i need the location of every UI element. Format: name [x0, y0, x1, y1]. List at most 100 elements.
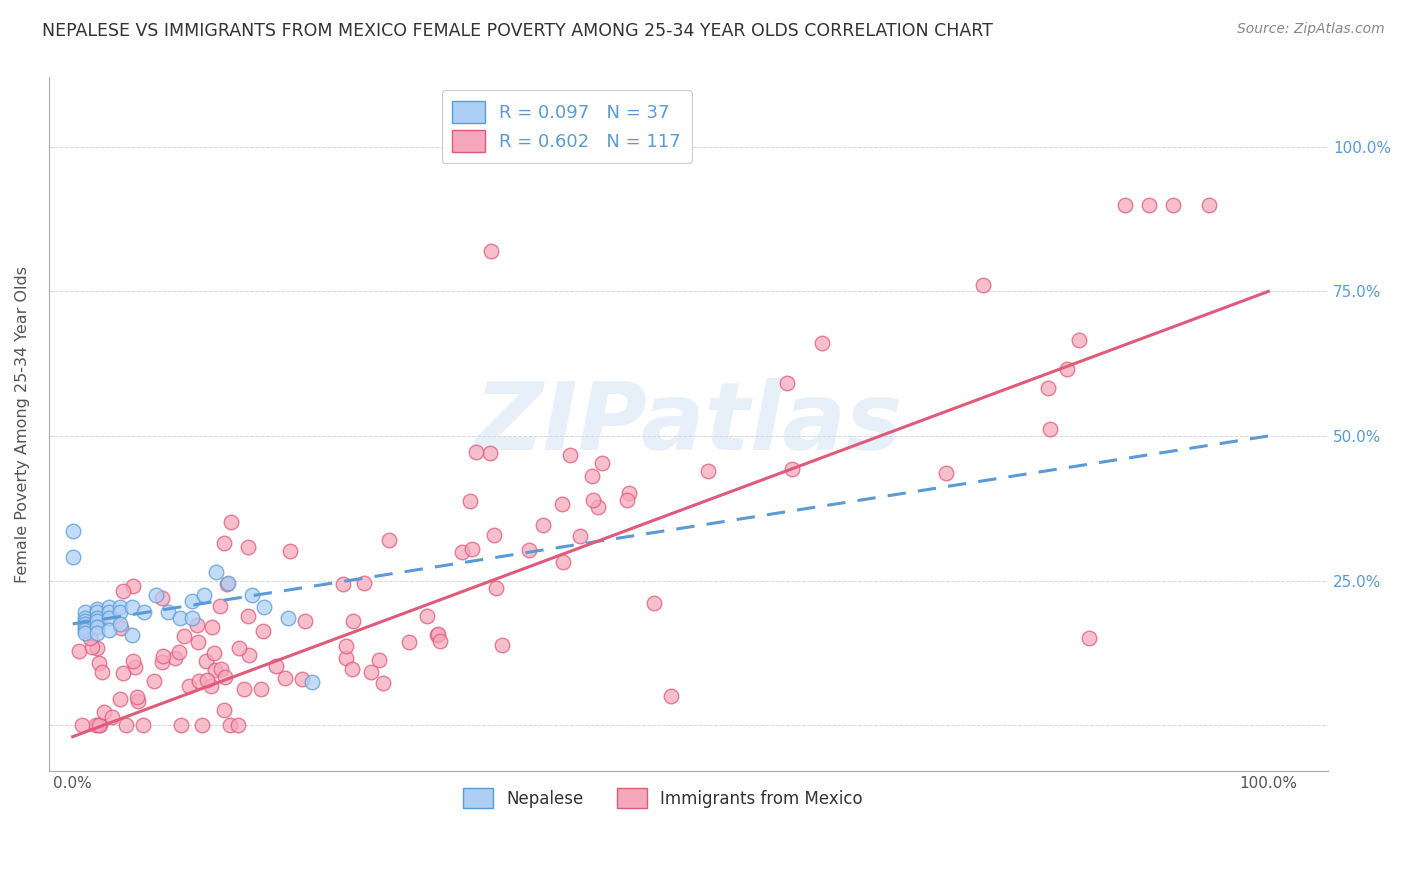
Point: [86, 625, 108, 640]
Point: [89, 615, 111, 629]
Point: [416, 608, 439, 623]
Point: [616, 492, 638, 507]
Point: [1056, 361, 1078, 376]
Point: [426, 627, 449, 641]
Point: [342, 614, 364, 628]
Point: [274, 671, 297, 685]
Point: [114, 718, 136, 732]
Point: [73, 625, 96, 640]
Point: [458, 494, 481, 508]
Point: [91, 665, 114, 679]
Point: [167, 645, 190, 659]
Point: [193, 588, 215, 602]
Point: [73, 623, 96, 637]
Point: [479, 445, 502, 459]
Text: NEPALESE VS IMMIGRANTS FROM MEXICO FEMALE POVERTY AMONG 25-34 YEAR OLDS CORRELAT: NEPALESE VS IMMIGRANTS FROM MEXICO FEMAL…: [42, 22, 993, 40]
Point: [152, 648, 174, 663]
Point: [226, 718, 249, 732]
Point: [121, 599, 143, 614]
Point: [73, 605, 96, 619]
Point: [810, 335, 832, 350]
Point: [195, 673, 218, 687]
Point: [427, 626, 450, 640]
Point: [219, 718, 242, 732]
Point: [204, 663, 226, 677]
Point: [93, 705, 115, 719]
Point: [461, 541, 484, 556]
Point: [619, 485, 641, 500]
Legend: Nepalese, Immigrants from Mexico: Nepalese, Immigrants from Mexico: [457, 781, 869, 815]
Point: [143, 673, 166, 688]
Point: [517, 542, 540, 557]
Point: [217, 576, 239, 591]
Point: [97, 605, 120, 619]
Point: [169, 718, 191, 732]
Point: [264, 658, 287, 673]
Point: [236, 609, 259, 624]
Point: [228, 640, 250, 655]
Point: [191, 718, 214, 732]
Point: [451, 545, 474, 559]
Point: [551, 555, 574, 569]
Point: [1161, 197, 1184, 211]
Point: [643, 596, 665, 610]
Point: [97, 599, 120, 614]
Point: [145, 588, 167, 602]
Point: [121, 628, 143, 642]
Point: [240, 588, 263, 602]
Point: [294, 614, 316, 628]
Point: [1069, 333, 1091, 347]
Point: [780, 462, 803, 476]
Point: [73, 616, 96, 631]
Point: [179, 679, 201, 693]
Point: [582, 492, 605, 507]
Point: [110, 616, 132, 631]
Point: [378, 533, 401, 548]
Point: [398, 635, 420, 649]
Text: Source: ZipAtlas.com: Source: ZipAtlas.com: [1237, 22, 1385, 37]
Point: [110, 621, 132, 635]
Point: [301, 674, 323, 689]
Point: [150, 591, 173, 605]
Point: [84, 718, 107, 732]
Point: [86, 611, 108, 625]
Point: [776, 376, 799, 390]
Point: [367, 653, 389, 667]
Point: [429, 634, 451, 648]
Point: [485, 582, 508, 596]
Point: [110, 605, 132, 619]
Point: [353, 575, 375, 590]
Point: [89, 718, 111, 732]
Point: [181, 611, 204, 625]
Point: [479, 244, 502, 258]
Point: [278, 544, 301, 558]
Point: [82, 640, 104, 655]
Point: [591, 456, 613, 470]
Point: [342, 662, 364, 676]
Point: [110, 599, 132, 614]
Point: [371, 676, 394, 690]
Point: [1036, 381, 1059, 395]
Point: [127, 690, 149, 705]
Point: [200, 680, 222, 694]
Point: [491, 639, 513, 653]
Point: [163, 651, 186, 665]
Point: [73, 614, 96, 628]
Point: [73, 620, 96, 634]
Point: [169, 611, 191, 625]
Point: [482, 528, 505, 542]
Point: [134, 605, 156, 619]
Point: [659, 689, 682, 703]
Point: [150, 655, 173, 669]
Point: [86, 605, 108, 619]
Point: [1078, 632, 1101, 646]
Point: [111, 665, 134, 680]
Point: [215, 577, 238, 591]
Point: [100, 709, 122, 723]
Point: [194, 654, 217, 668]
Point: [124, 660, 146, 674]
Point: [531, 518, 554, 533]
Point: [252, 624, 274, 638]
Point: [212, 703, 235, 717]
Point: [202, 646, 225, 660]
